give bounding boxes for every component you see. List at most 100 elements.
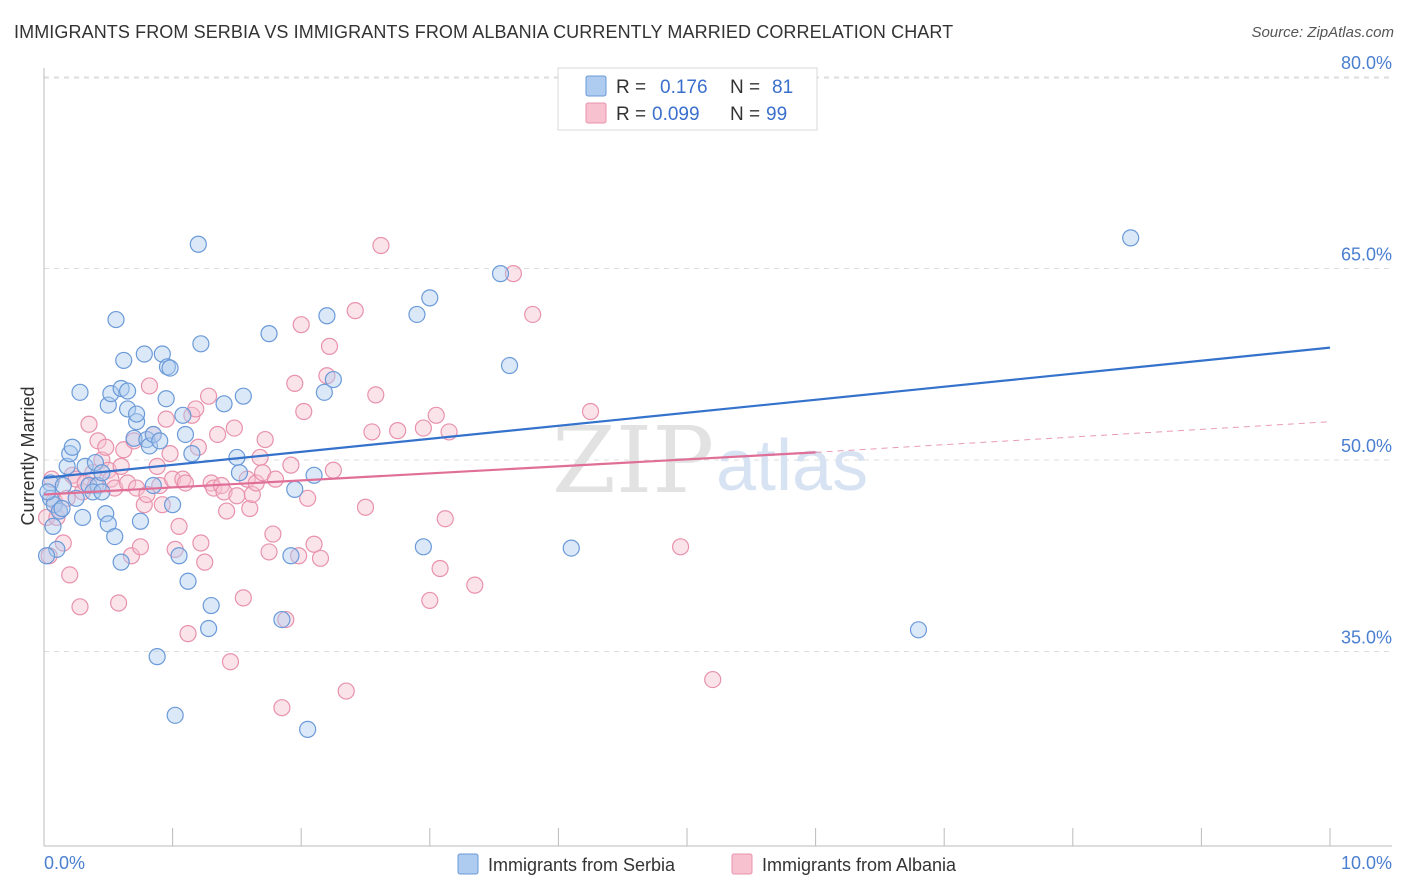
albania-trend-line xyxy=(43,451,816,496)
serbia-point-73 xyxy=(909,621,928,639)
y-tick-label-50: 50.0% xyxy=(1341,436,1392,456)
albania-point-49 xyxy=(192,534,210,552)
legend-r-serbia: 0.176 xyxy=(660,77,708,98)
y-tick-label-80: 80.0% xyxy=(1341,53,1392,73)
axes xyxy=(43,68,1392,847)
y-tick-label-65: 65.0% xyxy=(1341,245,1392,265)
albania-point-73 xyxy=(277,610,295,629)
y-axis-label: Currently Married xyxy=(18,386,38,525)
albania-point-8 xyxy=(61,566,79,584)
serbia-point-5 xyxy=(54,476,72,495)
albania-point-51 xyxy=(200,387,218,405)
serbia-point-50 xyxy=(189,235,207,253)
serbia-point-67 xyxy=(408,305,426,324)
albania-point-81 xyxy=(311,549,330,567)
albania-point-95 xyxy=(431,559,449,578)
y-tick-label-35: 35.0% xyxy=(1341,628,1392,648)
serbia-trend-line xyxy=(43,346,1331,479)
serbia-point-49 xyxy=(183,445,201,463)
serbia-point-59 xyxy=(273,610,291,629)
albania-point-50 xyxy=(196,553,214,571)
albania-point-80 xyxy=(305,535,323,553)
serbia-point-56 xyxy=(230,464,249,482)
albania-point-31 xyxy=(135,496,153,514)
serbia-point-68 xyxy=(414,538,432,556)
albania-point-45 xyxy=(179,625,197,643)
serbia-point-27 xyxy=(118,382,137,400)
albania-point-93 xyxy=(421,591,439,610)
albania-point-54 xyxy=(209,425,227,444)
serbia-point-32 xyxy=(135,345,153,363)
serbia-point-22 xyxy=(107,310,125,329)
albania-point-91 xyxy=(389,422,407,440)
serbia-point-28 xyxy=(125,429,143,447)
serbia-point-61 xyxy=(286,480,304,498)
top-legend: R = 0.176 N = 81 R = 0.099 N = 99 xyxy=(557,67,818,131)
serbia-point-65 xyxy=(318,307,336,325)
albania-point-79 xyxy=(299,489,317,507)
serbia-point-66 xyxy=(324,370,342,389)
albania-point-98 xyxy=(466,576,484,594)
albania-point-94 xyxy=(427,406,445,424)
albania-point-92 xyxy=(414,419,432,437)
serbia-point-44 xyxy=(166,706,184,724)
serbia-point-72 xyxy=(562,539,580,557)
serbia-point-46 xyxy=(174,406,192,424)
serbia-point-30 xyxy=(127,405,146,423)
serbia-point-69 xyxy=(421,289,439,307)
watermark: ZIP atlas xyxy=(552,407,868,514)
x-ticks xyxy=(43,828,1331,846)
serbia-points xyxy=(37,229,1140,738)
albania-point-6 xyxy=(54,534,72,552)
albania-point-102 xyxy=(671,538,690,556)
watermark-zip: ZIP xyxy=(552,407,714,514)
y-tick-labels: 35.0% 50.0% 65.0% 80.0% xyxy=(1341,53,1392,648)
legend-n-label-serbia: N = xyxy=(730,77,760,98)
albania-point-58 xyxy=(221,653,240,671)
bottom-legend-swatch-albania xyxy=(731,853,753,875)
albania-point-57 xyxy=(218,502,236,520)
serbia-point-21 xyxy=(106,527,124,546)
serbia-point-52 xyxy=(200,619,218,638)
albania-point-33 xyxy=(140,377,159,395)
x-tick-label-min: 0.0% xyxy=(44,853,85,873)
albania-point-77 xyxy=(292,316,310,334)
bottom-legend-label-albania: Immigrants from Albania xyxy=(762,855,957,875)
albania-point-24 xyxy=(112,457,130,475)
serbia-point-37 xyxy=(148,648,166,666)
albania-trend-extension xyxy=(815,421,1331,453)
serbia-point-11 xyxy=(73,508,92,527)
bottom-legend-label-serbia: Immigrants from Serbia xyxy=(488,855,676,875)
serbia-point-78 xyxy=(53,499,71,518)
serbia-point-53 xyxy=(202,596,220,615)
grid xyxy=(44,76,1392,652)
albania-point-11 xyxy=(71,598,89,616)
serbia-point-75 xyxy=(37,547,56,565)
albania-point-68 xyxy=(256,430,274,449)
serbia-point-35 xyxy=(144,425,162,444)
legend-n-label-albania: N = xyxy=(730,104,760,125)
albania-point-85 xyxy=(337,682,355,700)
serbia-point-77 xyxy=(44,517,62,535)
serbia-point-51 xyxy=(192,335,210,353)
serbia-point-60 xyxy=(282,547,300,565)
x-tick-label-max: 10.0% xyxy=(1341,853,1392,873)
albania-point-59 xyxy=(225,419,243,437)
albania-point-99 xyxy=(504,265,522,283)
albania-point-72 xyxy=(273,699,291,717)
albania-point-22 xyxy=(106,479,124,497)
albania-point-32 xyxy=(138,485,156,504)
albania-point-100 xyxy=(524,305,542,324)
bottom-legend-swatch-serbia xyxy=(457,853,479,875)
albania-point-75 xyxy=(286,374,304,392)
serbia-point-6 xyxy=(58,457,76,475)
serbia-point-10 xyxy=(71,383,89,401)
albania-point-48 xyxy=(189,438,207,456)
serbia-point-57 xyxy=(234,387,252,405)
albania-point-78 xyxy=(295,402,313,421)
albania-point-103 xyxy=(704,670,722,689)
albania-point-38 xyxy=(157,410,175,428)
albania-point-27 xyxy=(122,547,141,565)
chart-title: IMMIGRANTS FROM SERBIA VS IMMIGRANTS FRO… xyxy=(14,22,954,42)
